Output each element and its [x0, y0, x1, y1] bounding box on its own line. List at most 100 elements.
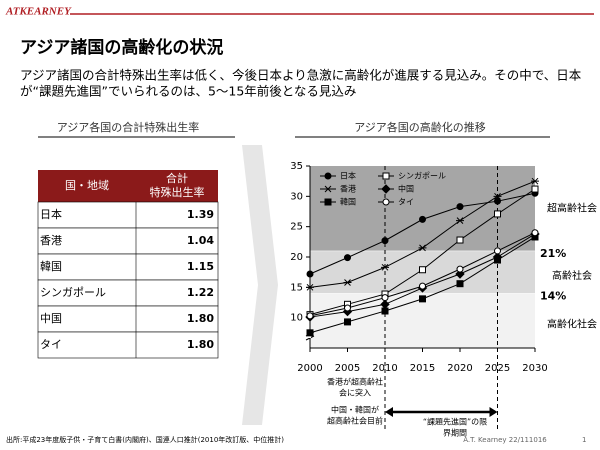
band-label: 高齢化社会	[547, 318, 597, 331]
marker	[419, 215, 426, 223]
legend-marker	[324, 185, 332, 193]
annotation: 香港が超高齢社	[327, 377, 383, 387]
marker	[494, 247, 501, 255]
marker	[456, 203, 464, 211]
marker	[344, 318, 351, 326]
marker	[531, 185, 539, 193]
chart-heading: アジア各国の高齢化の推移	[354, 120, 486, 134]
table-header-cell: 特殊出生率	[150, 185, 205, 199]
annotation: 中国・韓国が	[331, 405, 379, 415]
marker	[531, 177, 539, 185]
table-cell: 中国	[40, 312, 62, 325]
marker	[343, 279, 352, 286]
annotation: 超高齢社会目前	[327, 416, 383, 426]
table-cell: シンガポール	[40, 286, 106, 299]
table-cell: 1.80	[187, 312, 214, 325]
table-header-cell: 国・地域	[65, 179, 109, 192]
marker	[419, 282, 426, 290]
table-header-cell: 合計	[166, 171, 188, 185]
marker	[381, 263, 389, 271]
y-tick-label: 15	[290, 282, 303, 293]
y-tick-label: 35	[290, 161, 303, 172]
band-label: 超高齢社会	[547, 201, 597, 214]
x-tick-label: 2025	[485, 363, 510, 374]
table-row	[37, 305, 219, 333]
legend-label: 香港	[340, 184, 356, 194]
table-header	[38, 170, 218, 202]
y-tick-label: 25	[290, 222, 303, 233]
marker	[531, 229, 539, 237]
slide-title: アジア諸国の高齢化の状況	[20, 37, 223, 58]
marker	[306, 329, 314, 337]
x-tick-label: 2015	[410, 363, 435, 374]
y-tick-label: 20	[290, 252, 303, 263]
legend-label: シンガポール	[398, 171, 446, 181]
table-cell: タイ	[40, 338, 62, 351]
marker	[494, 210, 501, 218]
chevron-arrow	[242, 145, 278, 425]
x-tick-label: 2000	[297, 363, 322, 374]
legend-marker	[382, 198, 390, 206]
marker	[456, 236, 464, 244]
table-cell: 日本	[40, 207, 62, 221]
arrow-head	[489, 407, 498, 417]
table-cell: 香港	[40, 234, 62, 247]
y-tick-label: 10	[290, 313, 303, 324]
table-cell: 1.39	[187, 208, 214, 221]
x-tick-label: 2010	[372, 363, 397, 374]
threshold-label: 21%	[540, 247, 566, 260]
threshold-label: 14%	[540, 289, 566, 302]
marker	[494, 197, 501, 205]
annotation: 界期間	[443, 429, 467, 438]
marker	[418, 244, 427, 252]
marker	[381, 294, 389, 302]
subtitle-line: が“課題先進国”でいられるのは、5～15年前後となる見込み	[20, 84, 356, 99]
legend-label: 日本	[340, 171, 356, 181]
legend-marker	[324, 172, 332, 180]
marker	[306, 270, 314, 278]
table-row	[37, 201, 219, 229]
table-cell: 1.22	[187, 286, 214, 299]
arrow-head	[385, 407, 393, 417]
page-number: 1	[582, 436, 586, 444]
marker	[456, 265, 464, 273]
annotation: “課題先進国”の限	[423, 417, 487, 427]
marker	[344, 304, 351, 312]
marker	[306, 283, 314, 291]
marker	[456, 280, 464, 288]
marker	[381, 237, 389, 245]
table-row	[37, 331, 219, 359]
x-tick-label: 2030	[522, 363, 547, 374]
credit: A.T. Kearney 22/111016	[463, 436, 547, 444]
band-label: 高齢社会	[552, 269, 592, 282]
marker	[494, 256, 501, 264]
table-heading: アジア各国の合計特殊出生率	[57, 120, 200, 134]
legend-marker	[382, 172, 390, 180]
legend-marker	[324, 198, 332, 206]
table-cell: 1.80	[187, 338, 214, 351]
marker	[344, 254, 351, 262]
logo: ATKEARNEY	[5, 6, 72, 18]
table-row	[37, 279, 219, 307]
subtitle-line: アジア諸国の合計特殊出生率は低く、今後日本より急激に高齢化が進展する見込み。その…	[20, 68, 582, 83]
table-cell: 1.15	[187, 260, 214, 273]
table-cell: 1.04	[187, 234, 214, 247]
marker	[419, 266, 426, 274]
x-tick-label: 2005	[335, 363, 360, 374]
table-row	[37, 253, 219, 281]
marker	[419, 295, 426, 303]
legend-label: 韓国	[340, 197, 356, 207]
y-tick-label: 30	[290, 191, 303, 202]
marker	[456, 217, 464, 224]
source: 出所:平成23年度版子供・子育て白書(内閣府)、国連人口推計(2010年改訂版、…	[6, 435, 284, 444]
legend-label: 中国	[398, 184, 414, 194]
marker	[306, 312, 314, 320]
x-tick-label: 2020	[447, 363, 472, 374]
legend-marker	[381, 184, 391, 194]
annotation: 会に突入	[339, 388, 371, 398]
table-cell: 韓国	[40, 260, 62, 273]
legend-label: タイ	[398, 198, 414, 207]
marker	[493, 192, 502, 200]
